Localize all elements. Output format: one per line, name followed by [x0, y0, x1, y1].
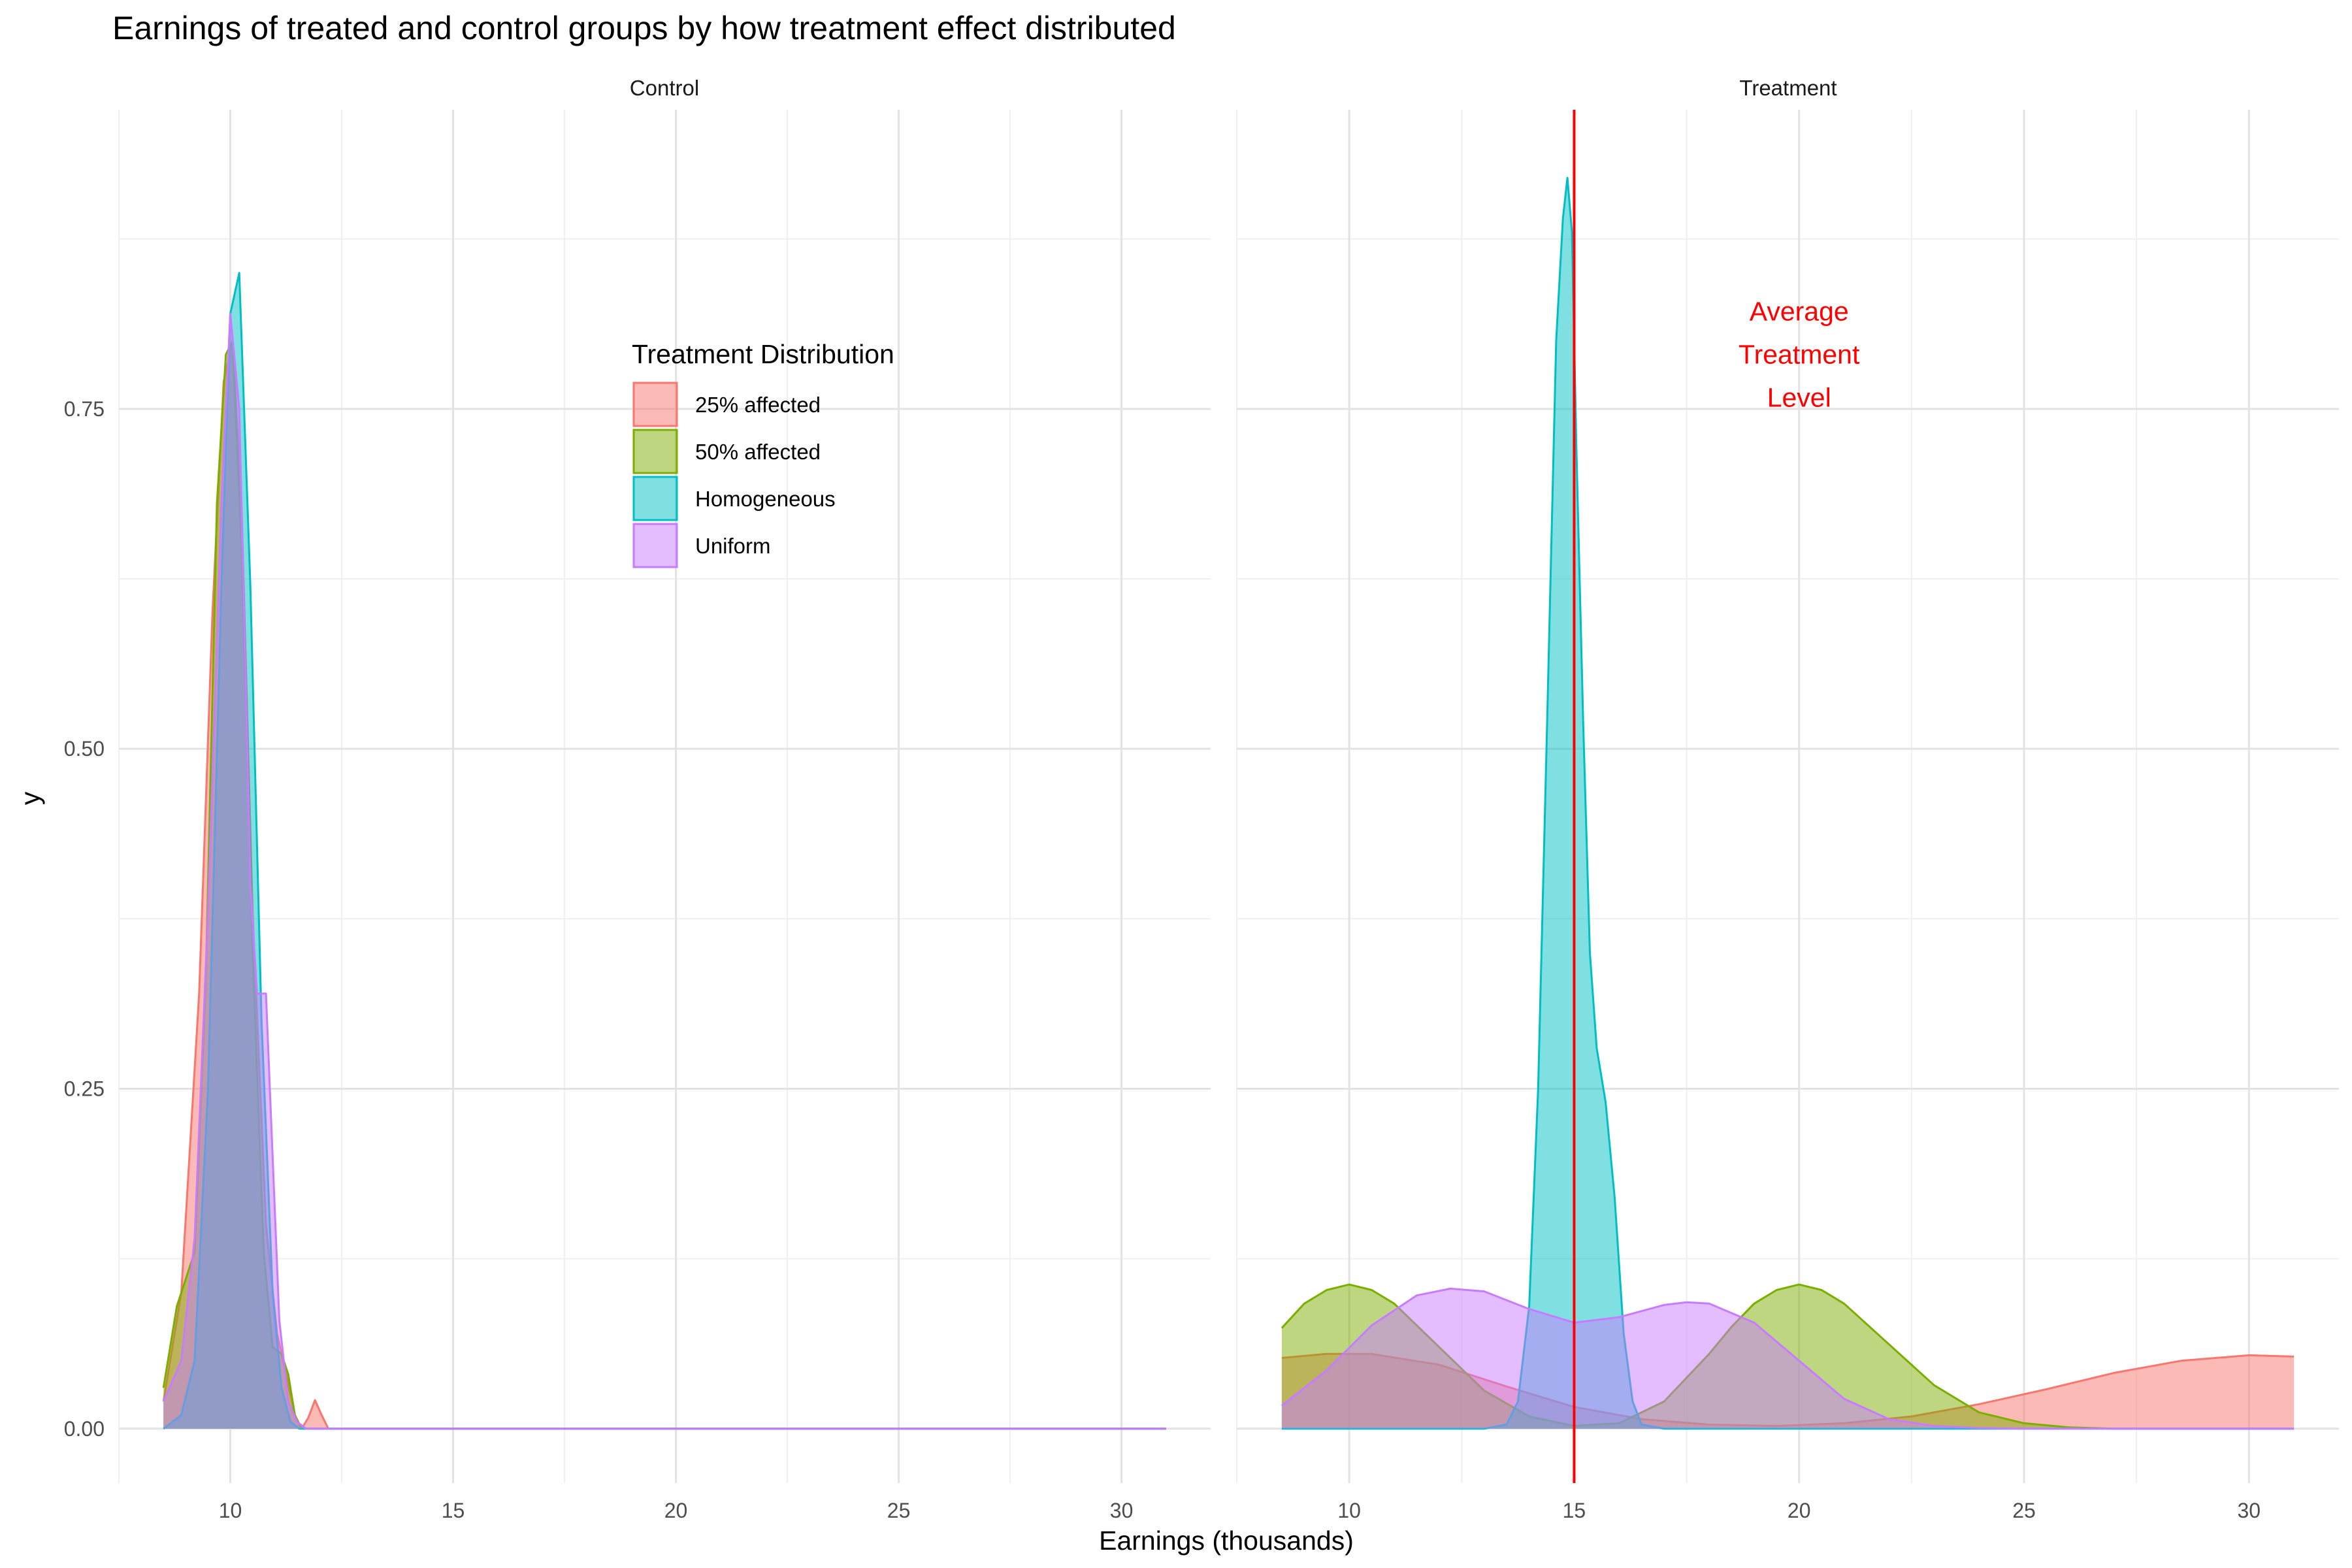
panel-treatment: Treatment Average Treatment Level 10 15 20 25… — [1236, 76, 2339, 1522]
chart-title: Earnings of treated and control groups b… — [112, 10, 1176, 46]
panel-strip-label: Treatment — [1739, 76, 1837, 100]
legend-key — [632, 429, 678, 474]
annotation-line: Treatment — [1739, 340, 1860, 370]
legend-label: 25% affected — [695, 393, 821, 417]
legend-items: 25% affected 50% affected Homogeneous Unifo… — [632, 382, 836, 568]
x-tick-label: 10 — [1337, 1499, 1361, 1522]
density-area — [1281, 1288, 2295, 1429]
panel-overlay: Average Treatment Level — [1573, 110, 1860, 1483]
y-tick-label: 0.75 — [64, 397, 105, 421]
x-axis-ticks: 10 15 20 25 30 — [1337, 1499, 2261, 1522]
x-tick-label: 30 — [1110, 1499, 1134, 1522]
density-line — [1281, 1287, 2295, 1430]
y-tick-label: 0.50 — [64, 737, 105, 760]
x-tick-label: 15 — [1563, 1499, 1586, 1522]
density-line — [162, 312, 1166, 1430]
panel-series — [162, 272, 1166, 1430]
legend-label: Homogeneous — [695, 487, 836, 511]
legend: Treatment Distribution 25% affected 50% a… — [632, 339, 894, 568]
annotation-line: Level — [1767, 383, 1831, 413]
x-tick-label: 10 — [219, 1499, 242, 1522]
legend-label: 50% affected — [695, 440, 821, 464]
x-tick-label: 25 — [887, 1499, 911, 1522]
panel-grid — [118, 110, 1211, 1483]
legend-key — [632, 476, 678, 521]
panel-control: Control 10 15 20 25 30 — [118, 76, 1211, 1522]
y-tick-label: 0.00 — [64, 1417, 105, 1441]
x-tick-label: 30 — [2237, 1499, 2261, 1522]
x-tick-label: 20 — [1788, 1499, 1811, 1522]
x-axis-title: Earnings (thousands) — [1099, 1526, 1354, 1556]
x-tick-label: 25 — [2012, 1499, 2036, 1522]
y-axis-ticks: 0.00 0.25 0.50 0.75 — [64, 397, 105, 1441]
y-axis-title: y — [15, 791, 45, 805]
annotation-line: Average — [1750, 297, 1849, 327]
legend-title: Treatment Distribution — [632, 339, 894, 369]
x-axis-ticks: 10 15 20 25 30 — [219, 1499, 1134, 1522]
legend-label: Uniform — [695, 534, 771, 558]
x-tick-label: 20 — [664, 1499, 688, 1522]
x-tick-label: 15 — [442, 1499, 465, 1522]
density-area — [163, 314, 1166, 1429]
y-tick-label: 0.25 — [64, 1077, 105, 1100]
legend-key — [632, 523, 678, 568]
legend-key — [632, 382, 678, 427]
panel-strip-label: Control — [630, 76, 699, 100]
